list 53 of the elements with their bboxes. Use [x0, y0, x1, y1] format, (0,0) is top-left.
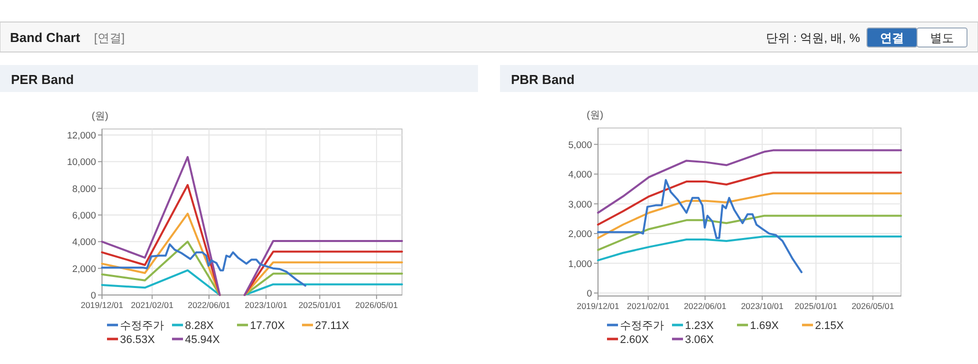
y-tick-label: 8,000 [72, 184, 96, 195]
legend-label: 8.28X [185, 320, 214, 332]
legend-label: 2.60X [620, 334, 650, 346]
chart-title: PER Band [11, 72, 74, 87]
y-tick-label: 2,000 [72, 264, 96, 275]
y-tick-label: 5,000 [568, 140, 592, 151]
x-tick-label: 2021/02/01 [626, 301, 670, 311]
legend-label: 17.70X [250, 320, 286, 332]
x-tick-label: 2025/01/01 [794, 301, 838, 311]
y-tick-label: 4,000 [72, 237, 96, 248]
line-series [597, 236, 902, 262]
y-tick-label: 2,000 [568, 229, 592, 240]
legend-label: 2.15X [815, 320, 844, 332]
x-tick-label: 2022/06/01 [188, 300, 231, 310]
x-tick-label: 2026/05/01 [355, 300, 398, 310]
chart-title: PBR Band [511, 72, 575, 87]
y-axis-title: (원) [586, 110, 604, 121]
y-tick-label: 3,000 [568, 199, 592, 210]
line-series [101, 243, 306, 287]
y-tick-label: 0 [586, 288, 592, 300]
text: 단위 : 억원, 배, % [766, 31, 860, 45]
y-tick-label: 6,000 [72, 210, 96, 222]
legend-label: 36.53X [120, 334, 156, 346]
line-series [597, 172, 902, 226]
text: 연결 [880, 31, 904, 45]
x-tick-label: 2023/10/01 [244, 300, 288, 310]
line-series [597, 192, 902, 240]
legend-label: 3.06X [685, 334, 714, 346]
legend-label: 45.94X [185, 334, 221, 346]
text: 별도 [930, 31, 954, 45]
line-series [597, 214, 902, 251]
line-series [597, 179, 803, 274]
x-tick-label: 2019/12/01 [80, 300, 124, 310]
y-tick-label: 4,000 [568, 170, 592, 181]
legend-label: 1.23X [685, 320, 714, 332]
legend-label: 수정주가 [120, 320, 164, 332]
legend-label: 27.11X [315, 320, 350, 332]
y-tick-label: 0 [90, 290, 96, 302]
text: [연결] [94, 31, 125, 45]
x-tick-label: 2025/01/01 [298, 300, 342, 310]
x-tick-label: 2023/10/01 [740, 301, 784, 311]
x-tick-label: 2026/05/01 [852, 301, 894, 311]
x-tick-label: 2021/02/01 [130, 300, 174, 310]
x-tick-label: 2022/06/01 [684, 301, 727, 311]
legend-label: 수정주가 [620, 320, 664, 332]
y-tick-label: 10,000 [66, 157, 96, 168]
x-tick-label: 2019/12/01 [576, 301, 620, 311]
text: Band Chart [10, 30, 81, 45]
line-series [597, 149, 902, 214]
y-tick-label: 1,000 [568, 258, 592, 270]
legend-label: 1.69X [750, 320, 780, 332]
y-axis-title: (원) [92, 111, 108, 122]
y-tick-label: 12,000 [66, 130, 96, 142]
